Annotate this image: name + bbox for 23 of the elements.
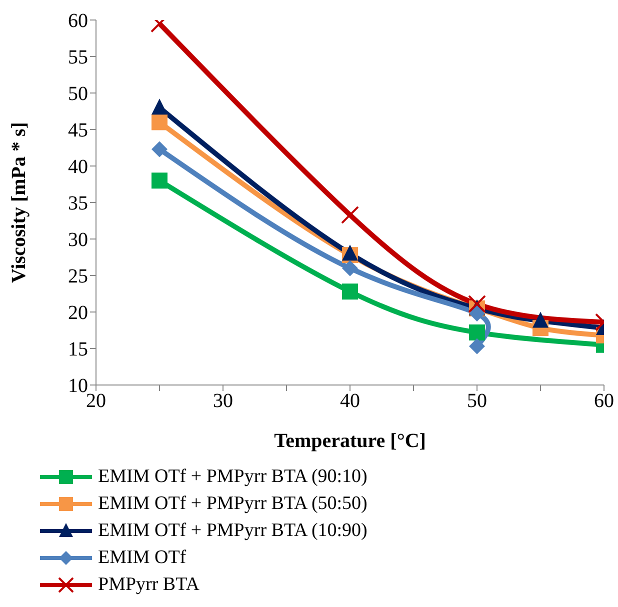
x-axis-title: Temperature [°C]: [274, 430, 426, 452]
y-tick-label: 50: [68, 83, 88, 106]
y-tick-label: 10: [68, 375, 88, 398]
x-tick-label: 60: [594, 390, 614, 412]
y-tick-label: 60: [68, 10, 88, 32]
x-tick-label: 50: [467, 390, 487, 412]
x-tick-label: 30: [213, 390, 233, 412]
y-tick-label: 55: [68, 46, 88, 69]
y-tick-label: 30: [68, 229, 88, 252]
legend-label: PMPyrr BTA: [98, 574, 200, 596]
x-tick-label: 40: [340, 390, 360, 412]
legend-label: EMIM OTf + PMPyrr BTA (50:50): [98, 492, 368, 514]
y-tick-label: 40: [68, 156, 88, 178]
y-axis-title: Viscosity [mPa * s]: [8, 122, 30, 283]
legend-label: EMIM OTf + PMPyrr BTA (10:90): [98, 520, 368, 542]
y-tick-label: 25: [68, 266, 88, 288]
y-tick-label: 20: [68, 302, 88, 324]
legend-label: EMIM OTf: [98, 546, 186, 568]
y-tick-label: 45: [68, 120, 88, 142]
y-tick-label: 35: [68, 192, 88, 215]
x-tick-label: 20: [86, 390, 106, 412]
y-tick-label: 15: [68, 338, 88, 361]
legend-label: EMIM OTf + PMPyrr BTA (90:10): [98, 466, 368, 488]
